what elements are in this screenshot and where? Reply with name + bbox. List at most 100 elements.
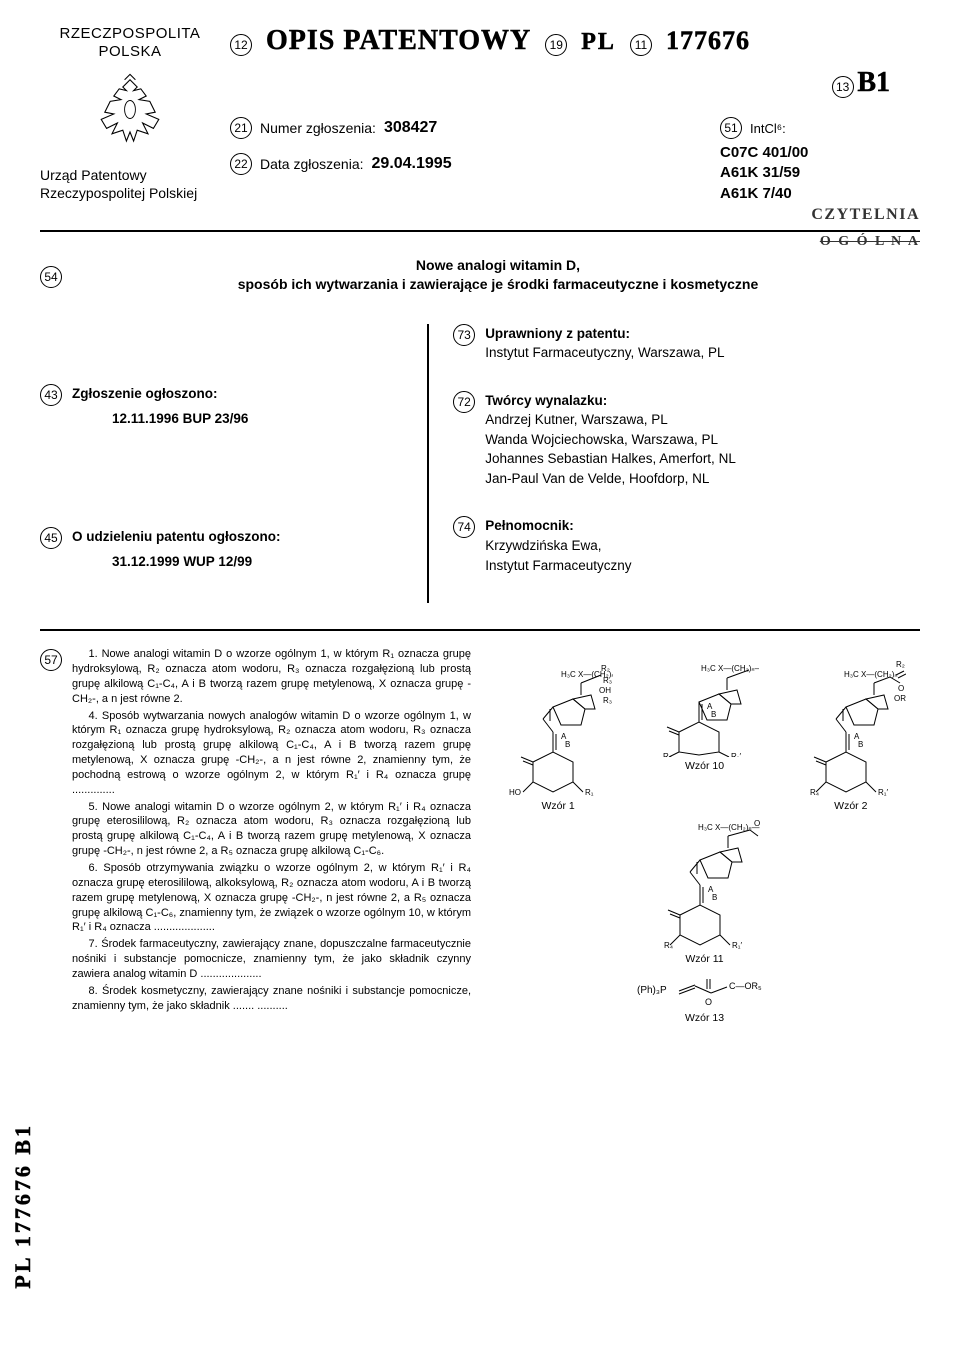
s72-label: Twórcy wynalazku: (485, 391, 920, 411)
formula-2-label: Wzór 2 (834, 800, 867, 812)
inid-51: 51 (720, 117, 742, 139)
appdate-label: Data zgłoszenia: (260, 156, 364, 172)
abstract-text: 1. Nowe analogi witamin D o wzorze ogóln… (72, 647, 471, 1024)
header-right-col: 12 OPIS PATENTOWY 19 PL 11 177676 13 B1 … (220, 25, 920, 224)
svg-text:HO: HO (509, 788, 521, 797)
country-line2: POLSKA (98, 43, 161, 60)
svg-text:OR₅: OR₅ (894, 694, 906, 703)
bibliographic-data: 43 Zgłoszenie ogłoszono: 12.11.1996 BUP … (40, 324, 920, 604)
library-stamp-1: CZYTELNIA (720, 206, 920, 224)
s74-label: Pełnomocnik: (485, 516, 920, 536)
svg-text:H₃C X—(CH₂)ₙ: H₃C X—(CH₂)ₙ (844, 670, 898, 679)
svg-text:O: O (754, 820, 760, 828)
svg-text:R₄: R₄ (664, 941, 673, 950)
appdate-value: 29.04.1995 (372, 155, 452, 173)
application-number-field: 21 Numer zgłoszenia: 308427 (230, 117, 720, 139)
abstract-section: 57 1. Nowe analogi witamin D o wzorze og… (40, 647, 920, 1024)
national-emblem (85, 69, 175, 159)
inventors: 72 Twórcy wynalazku: Andrzej Kutner, War… (453, 391, 920, 489)
ipc-1: C07C 401/00 (720, 144, 808, 161)
vertical-patent-number: PL 177676 B1 (10, 1123, 36, 1289)
formula-2: R₄ R₁′ A B H₃C X—(CH₂)ₙ R₂ O OR₅ Wzór 2 (796, 647, 906, 812)
claim-6: 6. Sposób otrzymywania związku o wzorze … (72, 861, 471, 935)
inventor-3: Johannes Sebastian Halkes, Amerfort, NL (485, 449, 920, 469)
svg-text:R₄: R₄ (810, 788, 819, 797)
office-line2: Rzeczypospolitej Polskiej (40, 185, 197, 201)
formula-10: R₄ R₁′ A B H₃C X—(CH₂)ₙ—‖—OR₅ Wzór 10 (649, 647, 759, 812)
inventor-4: Jan-Paul Van de Velde, Hoofdorp, NL (485, 469, 920, 489)
svg-text:(Ph)₃P: (Ph)₃P (637, 985, 667, 996)
claim-1: 1. Nowe analogi witamin D o wzorze ogóln… (72, 647, 471, 706)
formula-11-label: Wzór 11 (685, 953, 723, 965)
inid-74: 74 (453, 516, 475, 538)
inid-11: 11 (630, 34, 652, 56)
s73-label: Uprawniony z patentu: (485, 324, 920, 344)
inid-12: 12 (230, 34, 252, 56)
s43-label: Zgłoszenie ogłoszono: (72, 384, 407, 404)
inventor-1: Andrzej Kutner, Warszawa, PL (485, 410, 920, 430)
formula-11: R₄ R₁′ A B H₃C X—(CH₂)ₙ—‖—H O Wzór 11 (650, 820, 760, 965)
divider-mid (40, 629, 920, 631)
svg-text:OH: OH (599, 686, 611, 695)
inid-13: 13 (832, 76, 854, 98)
svg-text:B: B (712, 893, 717, 902)
assignee: 73 Uprawniony z patentu: Instytut Farmac… (453, 324, 920, 363)
agent-org: Instytut Farmaceutyczny (485, 556, 920, 576)
s45-label: O udzieleniu patentu ogłoszono: (72, 527, 407, 547)
svg-text:H₃C X—(CH₂)ₙ—‖—OR₅: H₃C X—(CH₂)ₙ—‖—OR₅ (701, 664, 759, 673)
country-code: PL (581, 29, 616, 56)
svg-text:R₂: R₂ (601, 664, 610, 673)
inid-54: 54 (40, 266, 62, 288)
appnum-label: Numer zgłoszenia: (260, 120, 376, 136)
kind-code: B1 (857, 67, 890, 98)
classification-block: 51 IntCl⁶: C07C 401/00 A61K 31/59 A61K 7… (720, 117, 920, 224)
intcl-label: IntCl⁶: (750, 121, 786, 136)
application-date-field: 22 Data zgłoszenia: 29.04.1995 (230, 153, 720, 175)
inid-43: 43 (40, 384, 62, 406)
formula-1-label: Wzór 1 (542, 800, 575, 812)
title-line-1: Nowe analogi witamin D, (416, 257, 580, 273)
s43-value: 12.11.1996 BUP 23/96 (112, 409, 407, 429)
svg-text:R₃: R₃ (603, 696, 612, 705)
inid-21: 21 (230, 117, 252, 139)
svg-text:R₁′: R₁′ (731, 752, 741, 757)
document-kind: OPIS PATENTOWY (266, 25, 531, 57)
claim-5: 5. Nowe analogi witamin D o wzorze ogóln… (72, 800, 471, 859)
ipc-3: A61K 7/40 (720, 185, 792, 202)
svg-text:H₃C X—(CH₂)ₙ—‖—H: H₃C X—(CH₂)ₙ—‖—H (698, 823, 760, 832)
title-of-invention: 54 Nowe analogi witamin D, sposób ich wy… (40, 256, 920, 294)
header-left-col: RZECZPOSPOLITA POLSKA Urząd Patentowy Rz… (40, 25, 220, 202)
svg-text:B: B (565, 740, 570, 749)
svg-text:O: O (898, 684, 904, 693)
country-line1: RZECZPOSPOLITA (60, 25, 201, 42)
svg-text:O: O (705, 997, 712, 1007)
agent: 74 Pełnomocnik: Krzywdzińska Ewa, Instyt… (453, 516, 920, 575)
inid-45: 45 (40, 527, 62, 549)
patent-office-name: Urząd Patentowy Rzeczypospolitej Polskie… (40, 167, 220, 202)
title-line-2: sposób ich wytwarzania i zawierające je … (238, 276, 759, 292)
inid-72: 72 (453, 391, 475, 413)
svg-text:R₃: R₃ (603, 676, 612, 685)
appnum-value: 308427 (384, 119, 437, 137)
publication-of-application: 43 Zgłoszenie ogłoszono: 12.11.1996 BUP … (40, 384, 407, 429)
svg-text:R₁: R₁ (585, 788, 594, 797)
s45-value: 31.12.1999 WUP 12/99 (112, 552, 407, 572)
country-name: RZECZPOSPOLITA POLSKA (40, 25, 220, 61)
inid-73: 73 (453, 324, 475, 346)
svg-text:R₁′: R₁′ (878, 788, 888, 797)
svg-text:B: B (711, 710, 716, 719)
claim-7: 7. Środek farmaceutyczny, zawierający zn… (72, 937, 471, 982)
publication-number: 177676 (666, 26, 750, 56)
filing-row: 21 Numer zgłoszenia: 308427 22 Data zgło… (230, 117, 920, 224)
kind-code-row: 13 B1 (230, 67, 920, 99)
svg-text:B: B (858, 740, 863, 749)
s73-value: Instytut Farmaceutyczny, Warszawa, PL (485, 343, 920, 363)
office-line1: Urząd Patentowy (40, 167, 147, 183)
claim-4: 4. Sposób wytwarzania nowych analogów wi… (72, 709, 471, 798)
formula-1: HO R₁ A B H₃C X—(CH₂)ₙ R₂ R₃ OH R₃ Wzór … (503, 647, 613, 812)
title-row: 12 OPIS PATENTOWY 19 PL 11 177676 (230, 25, 920, 57)
library-stamp-2: O G Ó L N A (40, 234, 920, 250)
ipc-2: A61K 31/59 (720, 164, 800, 181)
formula-13-label: Wzór 13 (685, 1012, 724, 1024)
svg-text:C—OR₅: C—OR₅ (729, 981, 762, 991)
